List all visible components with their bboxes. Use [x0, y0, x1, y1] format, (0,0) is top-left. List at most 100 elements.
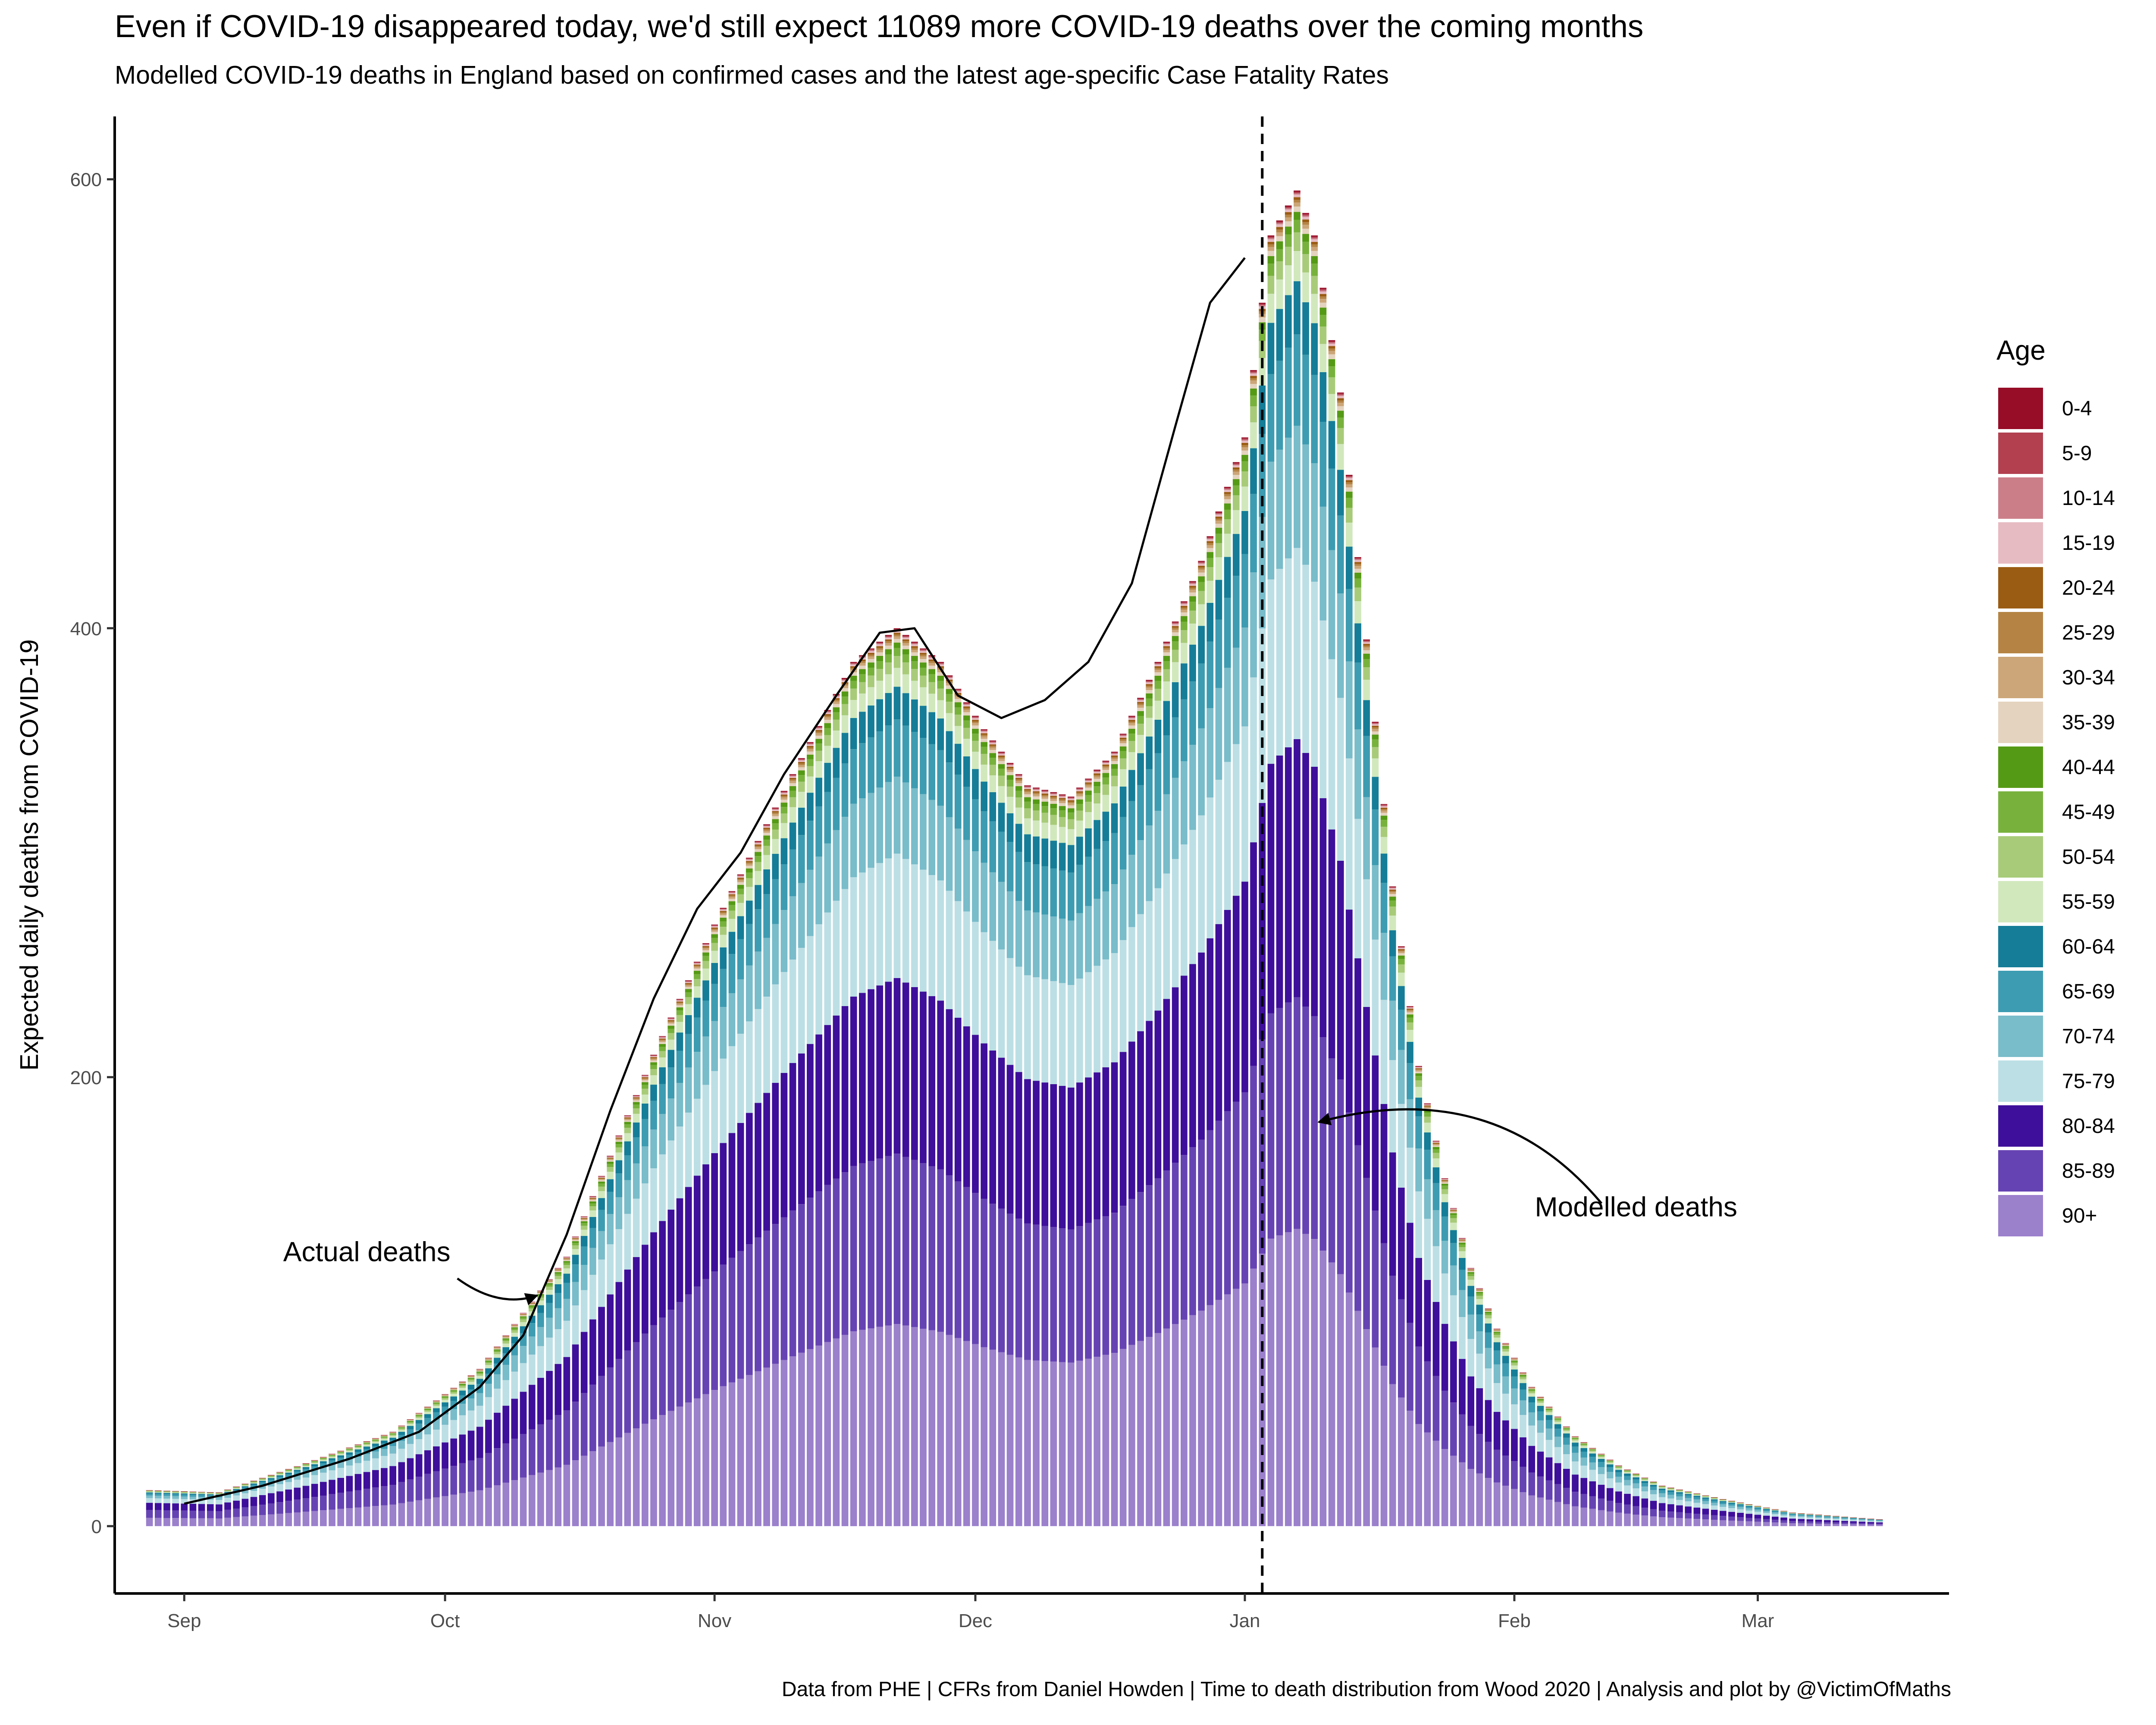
bar-segment	[728, 899, 736, 901]
bar-segment	[572, 1249, 579, 1255]
bar-segment	[868, 868, 874, 989]
bar-segment	[1294, 193, 1300, 195]
bar-segment	[1206, 548, 1214, 552]
bar-segment	[1094, 769, 1100, 771]
bar-segment	[555, 1273, 562, 1276]
bar-segment	[972, 1035, 979, 1193]
bar-segment	[1354, 729, 1361, 819]
bar-segment	[598, 1180, 605, 1182]
bar-segment	[885, 654, 892, 663]
bar-segment	[572, 1237, 579, 1238]
bar-segment	[1302, 444, 1309, 565]
bar-segment	[815, 727, 822, 728]
bar-segment	[954, 726, 962, 744]
bar-segment	[268, 1480, 275, 1483]
bar-segment	[1154, 681, 1162, 689]
bar-segment	[981, 746, 987, 754]
bar-segment	[893, 636, 901, 639]
legend-item: 0-4	[1996, 386, 2115, 431]
bar-segment	[1006, 842, 1014, 891]
bar-segment	[868, 989, 874, 1161]
bar-segment	[1319, 372, 1327, 422]
bar-segment	[1641, 1480, 1648, 1481]
bar-segment	[1441, 1179, 1448, 1180]
bar-segment	[424, 1407, 431, 1408]
bar-segment	[1146, 1337, 1153, 1526]
bar-segment	[1467, 1339, 1474, 1377]
bar-segment	[424, 1407, 431, 1408]
bar-segment	[302, 1512, 310, 1526]
bar-segment	[1015, 852, 1022, 901]
bar-segment	[1146, 684, 1153, 686]
bar-segment	[963, 720, 970, 728]
bar-segment	[1372, 865, 1379, 940]
bar-segment	[1102, 773, 1109, 778]
bar-segment	[928, 875, 935, 996]
bar-segment	[476, 1371, 483, 1373]
bar-segment	[1024, 787, 1031, 788]
bar-segment	[1771, 1509, 1779, 1510]
bar-segment	[1319, 288, 1327, 289]
bar-segment	[1094, 966, 1100, 1073]
bar-segment	[1432, 1147, 1440, 1149]
bar-segment	[1702, 1496, 1709, 1497]
bar-segment	[1702, 1519, 1709, 1526]
bar-segment	[1076, 796, 1083, 800]
bar-segment	[1432, 1142, 1440, 1143]
bar-segment	[1076, 1361, 1083, 1526]
bar-segment	[737, 1379, 744, 1526]
bar-segment	[1789, 1513, 1796, 1514]
bar-segment	[1450, 1210, 1457, 1211]
bar-segment	[728, 893, 736, 894]
bar-segment	[607, 1192, 614, 1214]
bar-segment	[398, 1428, 405, 1430]
bar-segment	[1189, 590, 1196, 593]
bar-segment	[1424, 1107, 1431, 1109]
bar-segment	[354, 1456, 362, 1463]
bar-segment	[1572, 1436, 1579, 1437]
bar-segment	[1363, 736, 1370, 797]
legend-item: 35-39	[1996, 700, 2115, 745]
bar-segment	[1294, 194, 1300, 198]
bar-segment	[755, 909, 761, 952]
bar-segment	[1572, 1506, 1579, 1526]
bar-segment	[1459, 1240, 1466, 1242]
bar-segment	[329, 1509, 335, 1526]
bar-segment	[1728, 1521, 1735, 1526]
bar-segment	[1615, 1477, 1622, 1483]
bar-segment	[1033, 804, 1040, 811]
bar-segment	[807, 776, 814, 793]
bar-segment	[693, 971, 701, 974]
bar-segment	[1633, 1474, 1639, 1475]
bar-segment	[320, 1458, 327, 1459]
bar-segment	[1033, 1360, 1040, 1526]
bar-segment	[1172, 778, 1179, 859]
bar-segment	[1667, 1512, 1674, 1518]
bar-segment	[250, 1506, 257, 1516]
bar-segment	[728, 892, 736, 893]
bar-segment	[1737, 1512, 1744, 1518]
bar-segment	[1467, 1296, 1474, 1315]
bar-segment	[555, 1276, 562, 1280]
bar-segment	[1319, 326, 1327, 344]
actual-deaths-line	[184, 257, 1246, 1505]
bar-segment	[1119, 940, 1127, 1052]
bar-segment	[1215, 543, 1222, 558]
bar-segment	[1033, 789, 1040, 790]
bar-segment	[1337, 698, 1344, 861]
bar-segment	[224, 1492, 231, 1493]
bar-segment	[1685, 1513, 1692, 1519]
bar-segment	[728, 901, 736, 905]
bar-segment	[1059, 817, 1066, 827]
bar-segment	[1407, 1041, 1413, 1063]
legend-title: Age	[1996, 335, 2046, 366]
bar-segment	[824, 715, 831, 718]
bar-segment	[876, 863, 883, 986]
bar-segment	[459, 1382, 466, 1383]
bar-segment	[1346, 758, 1353, 910]
bar-segment	[876, 652, 883, 656]
bar-segment	[1267, 238, 1275, 239]
bar-segment	[1771, 1522, 1779, 1526]
bar-segment	[354, 1444, 362, 1445]
bar-segment	[311, 1461, 318, 1462]
